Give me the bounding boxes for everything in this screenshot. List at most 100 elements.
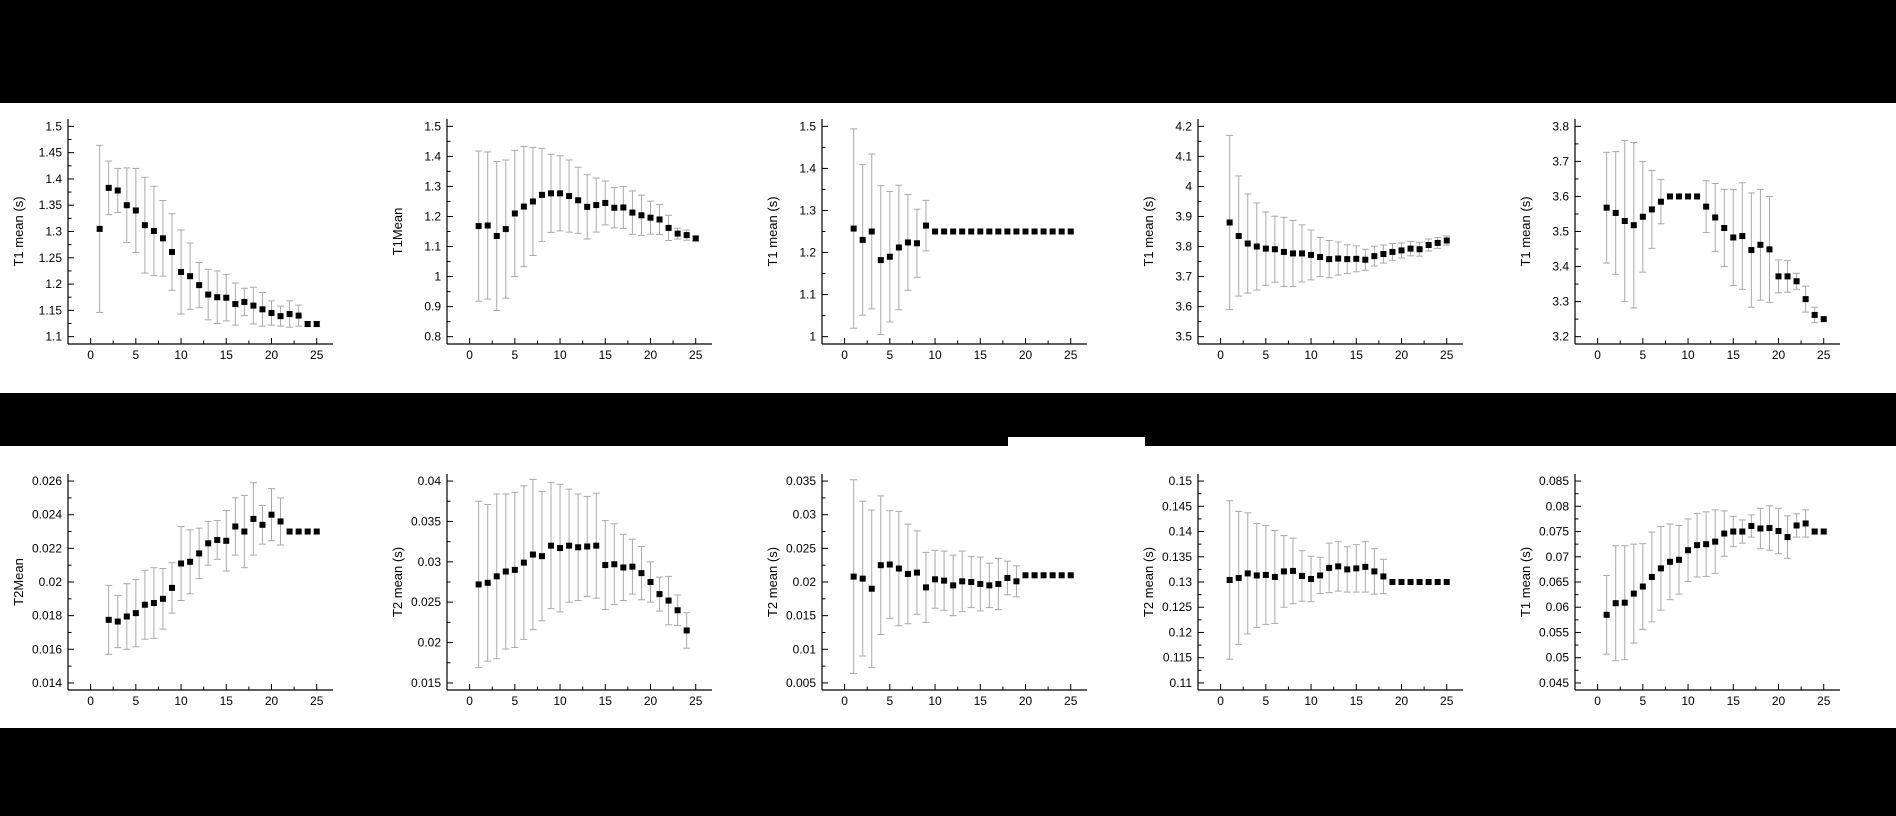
chart-svg: 3.2 3.3 3.4 3.5 3.6 3.7 3.8 0 5 10 15 20 25 T1 mean (… — [1518, 119, 1840, 362]
chart-svg: 0.8 0.9 1 1.1 1.2 1.3 1.4 1.5 0 5 10 15 20 25 T1Mean — [390, 119, 712, 362]
svg-text:4: 4 — [1185, 179, 1192, 193]
svg-text:20: 20 — [1019, 348, 1033, 362]
svg-text:10: 10 — [174, 348, 188, 362]
chart-svg: 0.11 0.115 0.12 0.125 0.13 0.135 0.14 0.145 0.15… — [1141, 474, 1463, 708]
svg-text:15: 15 — [599, 348, 613, 362]
svg-text:25: 25 — [1440, 348, 1454, 362]
middle-black-band — [0, 393, 1896, 446]
svg-text:0.018: 0.018 — [32, 609, 62, 623]
plot-4-t1-mean: 3.5 3.6 3.7 3.8 3.9 4 4.1 4.2 0 5 10 15 20 25 T1 mean … — [1140, 103, 1500, 375]
svg-text:0.085: 0.085 — [1539, 474, 1569, 488]
svg-text:1.45: 1.45 — [39, 146, 63, 160]
svg-text:15: 15 — [974, 348, 988, 362]
svg-text:25: 25 — [1064, 694, 1078, 708]
svg-text:0.02: 0.02 — [39, 575, 63, 589]
svg-text:10: 10 — [1304, 694, 1318, 708]
svg-text:0.016: 0.016 — [32, 642, 62, 656]
svg-text:10: 10 — [1681, 348, 1695, 362]
chart-svg: 1 1.1 1.2 1.3 1.4 1.5 0 5 10 15 20 25 T1 mean (s) — [765, 119, 1087, 362]
svg-text:0.12: 0.12 — [1169, 625, 1193, 639]
svg-text:1.4: 1.4 — [799, 161, 816, 175]
svg-text:1.4: 1.4 — [424, 149, 441, 163]
svg-text:0.005: 0.005 — [786, 676, 816, 690]
svg-text:5: 5 — [886, 348, 893, 362]
chart-svg: 0.005 0.01 0.015 0.02 0.025 0.03 0.035 0 5 10 15 20… — [765, 474, 1087, 708]
svg-text:0.14: 0.14 — [1169, 525, 1193, 539]
svg-text:20: 20 — [265, 694, 279, 708]
svg-text:0: 0 — [87, 694, 94, 708]
svg-text:0.015: 0.015 — [786, 609, 816, 623]
svg-text:0.022: 0.022 — [32, 541, 62, 555]
svg-text:1.3: 1.3 — [45, 225, 62, 239]
svg-text:3.4: 3.4 — [1552, 260, 1569, 274]
svg-text:1: 1 — [809, 330, 816, 344]
svg-text:15: 15 — [220, 348, 234, 362]
chart-svg: 0.014 0.016 0.018 0.02 0.022 0.024 0.026 0 5 10 15… — [11, 474, 333, 708]
svg-text:0.03: 0.03 — [793, 508, 817, 522]
svg-text:20: 20 — [644, 694, 658, 708]
svg-text:T1 mean (s): T1 mean (s) — [11, 196, 26, 266]
svg-text:0.035: 0.035 — [411, 514, 441, 528]
svg-text:0.045: 0.045 — [1539, 676, 1569, 690]
svg-text:0.025: 0.025 — [786, 541, 816, 555]
plot-2-t1mean: 0.8 0.9 1 1.1 1.2 1.3 1.4 1.5 0 5 10 15 20 25 T1Mean — [389, 103, 749, 375]
svg-text:20: 20 — [1772, 348, 1786, 362]
svg-text:5: 5 — [132, 348, 139, 362]
svg-text:0.115: 0.115 — [1163, 651, 1192, 665]
svg-text:15: 15 — [974, 694, 988, 708]
svg-text:0: 0 — [841, 694, 848, 708]
svg-text:0.9: 0.9 — [424, 300, 441, 314]
svg-text:10: 10 — [1681, 694, 1695, 708]
svg-text:1.2: 1.2 — [799, 246, 816, 260]
svg-text:5: 5 — [886, 694, 893, 708]
svg-text:4.2: 4.2 — [1175, 119, 1192, 133]
top-black-band — [0, 0, 1896, 103]
svg-text:0.145: 0.145 — [1162, 499, 1192, 513]
svg-text:0.07: 0.07 — [1546, 550, 1570, 564]
svg-text:0.01: 0.01 — [793, 642, 817, 656]
svg-text:0.05: 0.05 — [1546, 651, 1570, 665]
svg-text:1.1: 1.1 — [424, 240, 441, 254]
plot-5-t1-mean: 3.2 3.3 3.4 3.5 3.6 3.7 3.8 0 5 10 15 20 25 T1 mean (… — [1517, 103, 1877, 375]
svg-text:0.13: 0.13 — [1169, 575, 1193, 589]
svg-text:0.026: 0.026 — [32, 474, 62, 488]
svg-text:0.125: 0.125 — [1162, 600, 1192, 614]
svg-text:T2 mean (s): T2 mean (s) — [765, 547, 780, 617]
svg-text:25: 25 — [689, 348, 703, 362]
svg-text:15: 15 — [1350, 694, 1364, 708]
svg-text:T2Mean: T2Mean — [11, 558, 26, 606]
svg-text:3.9: 3.9 — [1175, 209, 1192, 223]
svg-text:1.3: 1.3 — [424, 179, 441, 193]
svg-text:0.135: 0.135 — [1162, 550, 1192, 564]
svg-text:5: 5 — [1262, 694, 1269, 708]
svg-text:5: 5 — [511, 348, 518, 362]
svg-text:3.6: 3.6 — [1552, 189, 1569, 203]
svg-text:0.08: 0.08 — [1546, 499, 1570, 513]
svg-text:0.8: 0.8 — [424, 330, 441, 344]
plot-9-t2-mean: 0.11 0.115 0.12 0.125 0.13 0.135 0.14 0.145 0.15… — [1140, 446, 1500, 708]
svg-text:5: 5 — [1639, 694, 1646, 708]
svg-text:0.014: 0.014 — [32, 676, 62, 690]
svg-text:20: 20 — [644, 348, 658, 362]
svg-text:0.06: 0.06 — [1546, 600, 1570, 614]
svg-text:1.4: 1.4 — [45, 172, 62, 186]
svg-text:10: 10 — [553, 348, 567, 362]
svg-text:1.1: 1.1 — [45, 330, 62, 344]
plot-3-t1-mean: 1 1.1 1.2 1.3 1.4 1.5 0 5 10 15 20 25 T1 mean (s) — [764, 103, 1124, 375]
svg-text:15: 15 — [599, 694, 613, 708]
top-row-background — [0, 103, 1896, 393]
chart-svg: 1.1 1.15 1.2 1.25 1.3 1.35 1.4 1.45 1.5 0 5 10 15 20 2… — [11, 119, 333, 362]
svg-text:5: 5 — [1639, 348, 1646, 362]
svg-text:3.5: 3.5 — [1175, 330, 1192, 344]
bottom-row-background — [0, 446, 1896, 728]
svg-text:15: 15 — [220, 694, 234, 708]
plot-6-t2mean: 0.014 0.016 0.018 0.02 0.022 0.024 0.026 0 5 10 15… — [10, 446, 370, 708]
svg-text:0: 0 — [466, 348, 473, 362]
svg-text:1: 1 — [434, 270, 441, 284]
svg-text:25: 25 — [1817, 348, 1831, 362]
svg-text:25: 25 — [1064, 348, 1078, 362]
plot-8-t2-mean: 0.005 0.01 0.015 0.02 0.025 0.03 0.035 0 5 10 15 20… — [764, 446, 1124, 708]
svg-text:20: 20 — [1395, 694, 1409, 708]
svg-text:3.7: 3.7 — [1552, 154, 1569, 168]
